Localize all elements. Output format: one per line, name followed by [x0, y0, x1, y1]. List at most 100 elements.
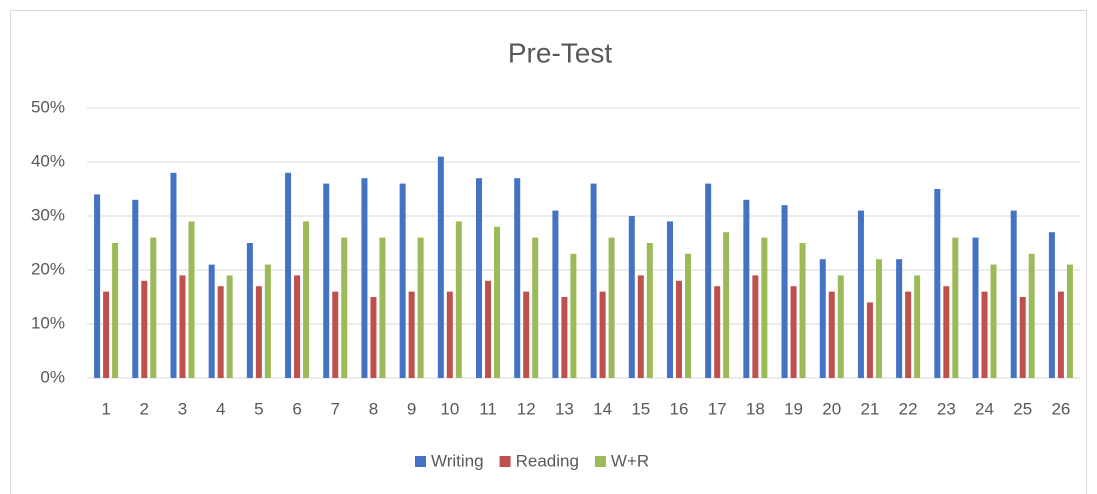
x-tick-label: 1 — [101, 399, 110, 418]
y-tick-label: 30% — [31, 205, 65, 224]
y-tick-label: 0% — [40, 367, 65, 386]
bar — [914, 275, 921, 378]
bar — [561, 297, 568, 378]
bar — [590, 183, 597, 378]
x-tick-label: 2 — [140, 399, 149, 418]
bar — [684, 253, 691, 378]
bar — [723, 232, 730, 378]
bar — [1019, 297, 1026, 378]
x-tick-label: 11 — [479, 399, 497, 418]
x-tick-label: 12 — [517, 399, 536, 418]
x-tick-label: 13 — [555, 399, 574, 418]
bar — [150, 237, 157, 378]
y-tick-label: 10% — [31, 313, 65, 332]
bar — [417, 237, 424, 378]
bar — [608, 237, 615, 378]
bar — [208, 264, 215, 378]
x-tick-label: 18 — [746, 399, 765, 418]
bar — [103, 291, 110, 378]
bar — [226, 275, 233, 378]
bar — [217, 286, 224, 378]
bar — [323, 183, 330, 378]
bar — [485, 280, 492, 378]
bar — [1066, 264, 1073, 378]
bar — [875, 259, 882, 378]
bar — [523, 291, 530, 378]
bar — [552, 210, 559, 378]
bar — [132, 199, 139, 378]
bar — [179, 275, 186, 378]
bar — [752, 275, 759, 378]
bar — [532, 237, 539, 378]
bar — [408, 291, 415, 378]
y-tick-label: 20% — [31, 259, 65, 278]
x-tick-label: 14 — [593, 399, 612, 418]
y-tick-label: 40% — [31, 151, 65, 170]
x-tick-label: 15 — [631, 399, 650, 418]
bar — [857, 210, 864, 378]
bar — [476, 178, 483, 378]
bar — [599, 291, 606, 378]
x-tick-label: 25 — [1013, 399, 1032, 418]
bar — [303, 221, 310, 378]
bar — [246, 243, 253, 378]
legend-swatch — [594, 456, 606, 467]
bar — [379, 237, 386, 378]
bar — [896, 259, 903, 378]
bar — [637, 275, 644, 378]
chart-title: Pre-Test — [508, 37, 612, 68]
legend-label: W+R — [611, 451, 649, 470]
bar — [570, 253, 577, 378]
bar — [646, 243, 653, 378]
bar — [455, 221, 462, 378]
bar — [1048, 232, 1055, 378]
x-tick-label: 10 — [440, 399, 459, 418]
x-tick-label: 21 — [860, 399, 879, 418]
bar — [437, 156, 444, 378]
bar — [952, 237, 959, 378]
x-tick-label: 26 — [1051, 399, 1070, 418]
bar — [264, 264, 271, 378]
legend-swatch — [499, 456, 511, 467]
bar — [666, 221, 673, 378]
bar — [285, 172, 292, 378]
legend-swatch — [415, 456, 426, 467]
bar — [399, 183, 406, 378]
bar — [714, 286, 721, 378]
bar — [255, 286, 262, 378]
bar — [628, 216, 635, 378]
x-tick-label: 22 — [899, 399, 918, 418]
bar — [790, 286, 797, 378]
bar — [943, 286, 950, 378]
x-tick-label: 6 — [292, 399, 301, 418]
bar — [828, 291, 835, 378]
bar — [112, 243, 119, 378]
bar — [141, 280, 148, 378]
x-tick-label: 7 — [331, 399, 340, 418]
bar — [990, 264, 997, 378]
bar — [294, 275, 301, 378]
bar — [972, 237, 979, 378]
y-tick-label: 50% — [31, 97, 65, 116]
bar — [837, 275, 844, 378]
x-tick-label: 23 — [937, 399, 956, 418]
x-tick-label: 24 — [975, 399, 994, 418]
bar — [188, 221, 195, 378]
bar — [866, 302, 873, 378]
x-tick-label: 19 — [784, 399, 803, 418]
bar — [675, 280, 682, 378]
bar — [781, 205, 788, 378]
bar — [1028, 253, 1035, 378]
bar — [361, 178, 368, 378]
x-tick-label: 8 — [369, 399, 378, 418]
bar — [705, 183, 712, 378]
x-tick-label: 17 — [708, 399, 727, 418]
x-tick-label: 9 — [407, 399, 416, 418]
bar — [370, 297, 377, 378]
x-tick-label: 16 — [670, 399, 689, 418]
x-tick-label: 5 — [254, 399, 263, 418]
bar — [514, 178, 521, 378]
bar — [819, 259, 826, 378]
bar — [332, 291, 339, 378]
